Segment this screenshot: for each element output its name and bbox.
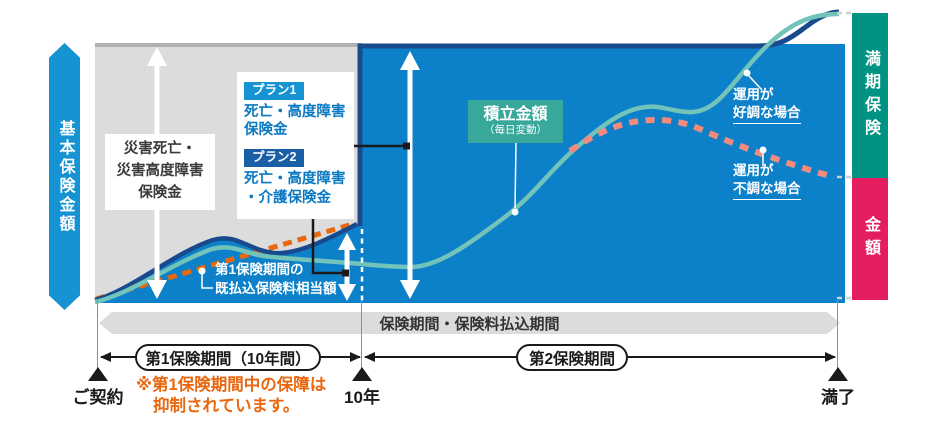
basic-insurance-banner: 基本保険金額 — [49, 43, 80, 310]
arrow-left-icon — [364, 352, 375, 362]
plan1-badge: プラン1 — [244, 82, 305, 100]
accumulation-title: 積立金額 — [483, 106, 548, 124]
period2-pill: 第2保険期間 — [516, 344, 628, 371]
basic-insurance-label: 基本保険金額 — [56, 119, 74, 234]
maturity-bar-lower-label: 金額 — [862, 216, 879, 262]
maturity-bar-upper: 満期保険 — [852, 13, 888, 178]
plan-panel: プラン1 死亡・高度障害 保険金 プラン2 死亡・高度障害 ・介護保険金 — [237, 72, 354, 219]
contract-marker-label: ご契約 — [72, 388, 124, 407]
ten-year-triangle-icon — [352, 367, 372, 381]
period1-pill: 第1保険期間（10年間） — [135, 344, 321, 371]
maturity-marker-line — [837, 300, 838, 370]
paid-premium-label: 第1保険期間の 既払込保険料相当額 — [215, 262, 337, 296]
maturity-bar-lower: 金額 — [852, 178, 888, 300]
plan2-badge: プラン2 — [244, 149, 305, 167]
ten-year-marker-label: 10年 — [344, 388, 380, 407]
disaster-benefit-box: 災害死亡・ 災害高度障害 保険金 — [105, 134, 215, 210]
payment-period-ribbon: 保険期間・保険料払込期間 — [99, 312, 840, 334]
plan2-label: 死亡・高度障害 ・介護保険金 — [244, 170, 346, 206]
accumulation-amount-badge: 積立金額 （毎日変動） — [468, 100, 563, 143]
ten-year-marker-line — [361, 300, 362, 370]
maturity-triangle-icon — [828, 367, 848, 381]
disaster-benefit-line1: 災害死亡・ — [123, 141, 197, 158]
maturity-marker-label: 満了 — [821, 388, 855, 407]
arrow-right-icon — [350, 352, 361, 362]
arrow-right-icon — [825, 352, 836, 362]
accumulation-subtitle: （毎日変動） — [484, 124, 547, 136]
arrow-left-icon — [100, 352, 111, 362]
payment-period-label: 保険期間・保険料払込期間 — [379, 315, 560, 333]
disaster-benefit-line3: 保険金 — [138, 184, 182, 201]
bad-performance-label: 運用が 不調な場合 — [733, 162, 801, 201]
good-performance-label: 運用が 好調な場合 — [733, 86, 801, 125]
suppression-note: ※第1保険期間中の保障は 抑制されています。 — [136, 376, 327, 415]
maturity-bar-upper-label: 満期保険 — [862, 49, 879, 142]
plan1-label: 死亡・高度障害 保険金 — [244, 103, 346, 139]
contract-triangle-icon — [88, 367, 108, 381]
disaster-benefit-line2: 災害高度障害 — [116, 163, 204, 180]
contract-marker-line — [97, 300, 98, 370]
